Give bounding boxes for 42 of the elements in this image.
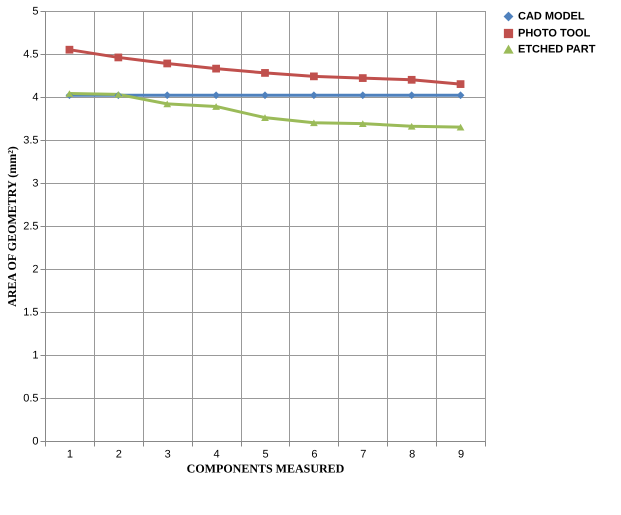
point (456, 124, 464, 130)
point (66, 46, 74, 54)
point (358, 120, 367, 128)
y-tick-label: 3.5 (23, 134, 38, 146)
y-tick-label: 2.5 (23, 220, 38, 232)
x-tick-label: 7 (360, 448, 366, 460)
point (456, 80, 464, 88)
y-tick-label: 2 (32, 264, 38, 276)
legend-label: CAD MODEL (518, 10, 585, 22)
y-tick-label: 3 (32, 178, 38, 190)
x-tick-label: 1 (66, 448, 74, 460)
point (261, 69, 269, 77)
point (212, 64, 220, 72)
x-tick-label: 6 (311, 448, 318, 460)
point (310, 72, 318, 80)
y-tick-label: 0 (32, 436, 38, 448)
y-tick-label: 4.5 (23, 48, 38, 60)
point (408, 122, 416, 130)
point (114, 54, 122, 62)
y-tick-label: 5 (32, 6, 38, 18)
y-tick-label: 1 (32, 350, 38, 362)
y-tick-label: 0.5 (23, 392, 38, 404)
x-tick-label: 8 (409, 448, 416, 460)
y-tick-label: 1.5 (23, 306, 38, 318)
point (358, 74, 367, 82)
x-axis-title: COMPONENTS MEASURED (186, 462, 345, 476)
point (163, 60, 172, 68)
point (163, 100, 172, 108)
x-tick-label: 4 (214, 448, 220, 460)
legend-label: PHOTO TOOL (518, 28, 591, 40)
point (261, 114, 269, 121)
legend-label: ETCHED PART (518, 44, 596, 56)
x-tick-label: 2 (116, 448, 122, 460)
x-tick-label: 9 (458, 448, 464, 460)
y-axis-title: AREA OF GEOMETRY (mm²) (5, 146, 20, 307)
point (66, 90, 74, 97)
x-tick-label: 5 (262, 448, 269, 460)
point (408, 76, 416, 84)
point (310, 119, 318, 126)
y-tick-label: 4 (32, 92, 38, 104)
x-tick-label: 3 (164, 448, 171, 460)
point (212, 103, 220, 110)
